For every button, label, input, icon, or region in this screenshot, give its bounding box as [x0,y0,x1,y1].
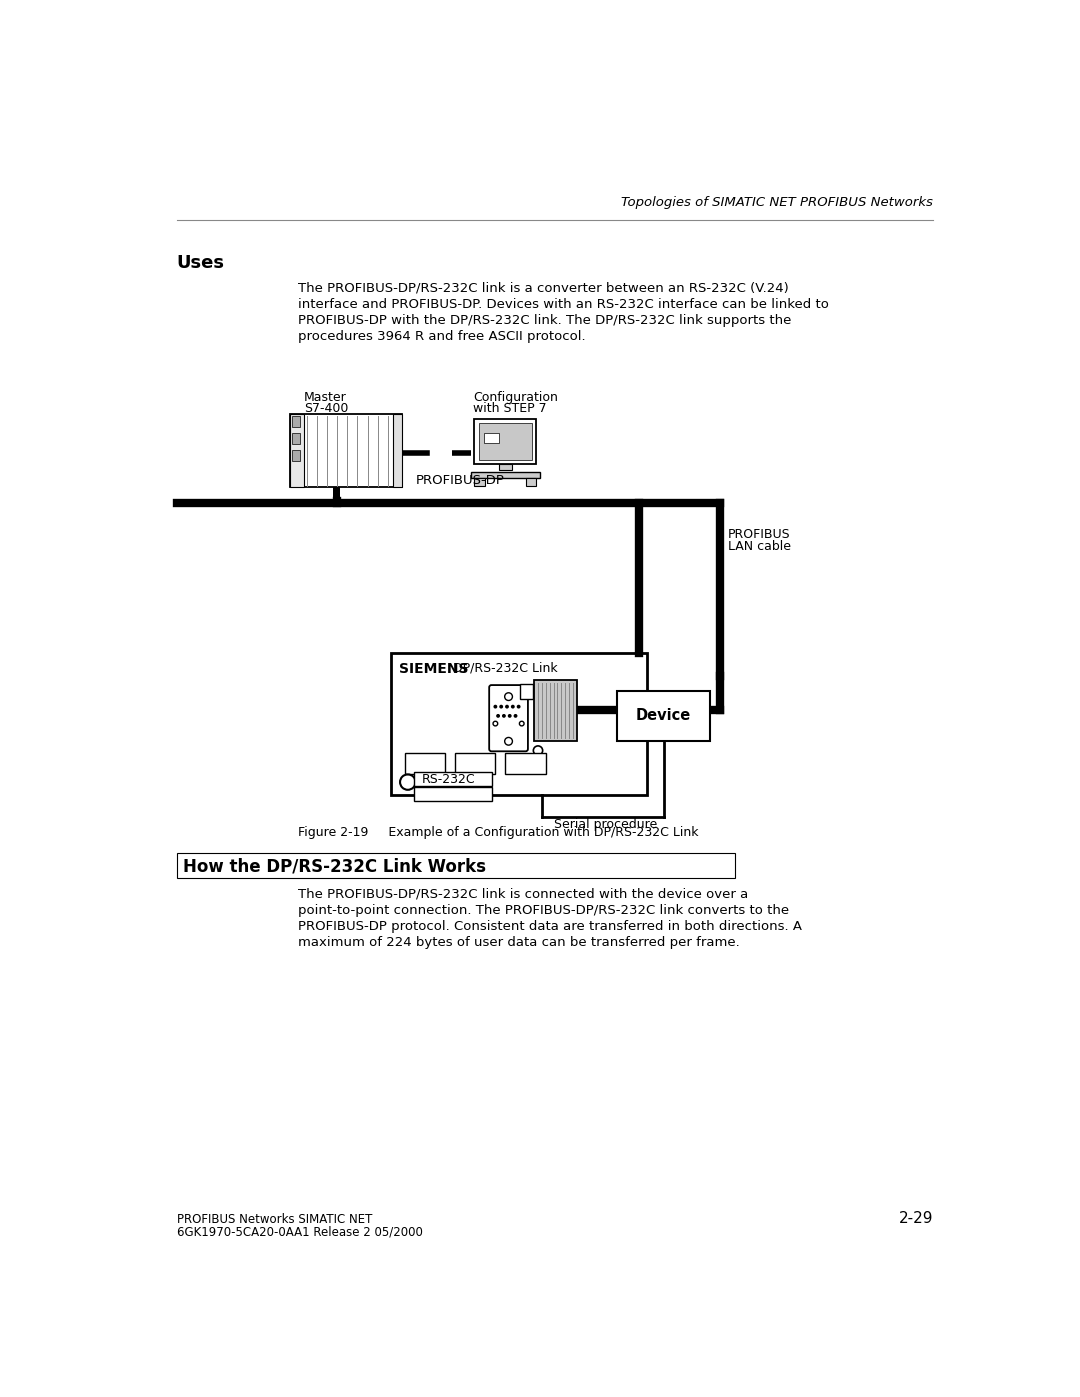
Text: procedures 3964 R and free ASCII protocol.: procedures 3964 R and free ASCII protoco… [298,330,585,344]
Text: PROFIBUS Networks SIMATIC NET: PROFIBUS Networks SIMATIC NET [177,1214,373,1227]
Bar [617,692,710,742]
Bar [414,773,491,787]
Text: The PROFIBUS-DP/RS-232C link is connected with the device over a: The PROFIBUS-DP/RS-232C link is connecte… [298,887,748,901]
Text: DP/RS-232C Link: DP/RS-232C Link [453,662,557,675]
Bar [484,433,499,443]
Bar [535,680,577,742]
Circle shape [499,704,503,708]
Text: with STEP 7: with STEP 7 [473,402,546,415]
Text: 2-29: 2-29 [899,1211,933,1227]
Bar [293,450,300,461]
Circle shape [496,714,500,718]
Text: 6GK1970-5CA20-0AA1 Release 2 05/2000: 6GK1970-5CA20-0AA1 Release 2 05/2000 [177,1225,422,1239]
Circle shape [511,704,515,708]
Bar [293,433,300,444]
Text: Uses: Uses [177,254,225,272]
Text: Master: Master [303,391,347,404]
Text: PROFIBUS-DP with the DP/RS-232C link. The DP/RS-232C link supports the: PROFIBUS-DP with the DP/RS-232C link. Th… [298,314,792,327]
Text: Device: Device [636,708,691,724]
Circle shape [514,714,517,718]
Text: Configuration: Configuration [473,391,557,404]
Bar [474,478,485,486]
Bar [521,683,532,698]
Text: maximum of 224 bytes of user data can be transferred per frame.: maximum of 224 bytes of user data can be… [298,936,740,949]
Bar [474,419,537,464]
Text: Serial procedure: Serial procedure [554,819,657,831]
Text: How the DP/RS-232C Link Works: How the DP/RS-232C Link Works [183,858,486,876]
Text: PROFIBUS-DP protocol. Consistent data are transferred in both directions. A: PROFIBUS-DP protocol. Consistent data ar… [298,921,801,933]
Bar [405,753,445,774]
Bar [414,788,491,802]
Bar [505,753,545,774]
Text: PROFIBUS-DP: PROFIBUS-DP [416,474,505,488]
Circle shape [516,704,521,708]
Bar [333,488,340,502]
Bar [177,854,734,877]
Text: LAN cable: LAN cable [728,539,791,553]
Text: point-to-point connection. The PROFIBUS-DP/RS-232C link converts to the: point-to-point connection. The PROFIBUS-… [298,904,788,916]
Circle shape [494,704,497,708]
Bar [455,753,496,774]
Text: The PROFIBUS-DP/RS-232C link is a converter between an RS-232C (V.24): The PROFIBUS-DP/RS-232C link is a conver… [298,282,788,295]
Text: interface and PROFIBUS-DP. Devices with an RS-232C interface can be linked to: interface and PROFIBUS-DP. Devices with … [298,298,828,310]
Bar [391,652,647,795]
Text: S7-400: S7-400 [303,402,349,415]
Bar [480,423,531,460]
Bar [471,472,540,478]
Bar [291,414,303,488]
Bar [499,464,512,471]
Text: Topologies of SIMATIC NET PROFIBUS Networks: Topologies of SIMATIC NET PROFIBUS Netwo… [621,196,933,210]
Text: RS-232C: RS-232C [422,774,475,787]
Bar [291,414,403,488]
Text: PROFIBUS: PROFIBUS [728,528,791,541]
FancyBboxPatch shape [489,685,528,752]
Text: Figure 2-19     Example of a Configuration with DP/RS-232C Link: Figure 2-19 Example of a Configuration w… [298,826,699,840]
Text: SIEMENS: SIEMENS [399,662,468,676]
Bar [526,478,537,486]
Circle shape [502,714,505,718]
Circle shape [508,714,512,718]
Circle shape [505,704,509,708]
Bar [293,416,300,427]
Bar [393,414,403,488]
